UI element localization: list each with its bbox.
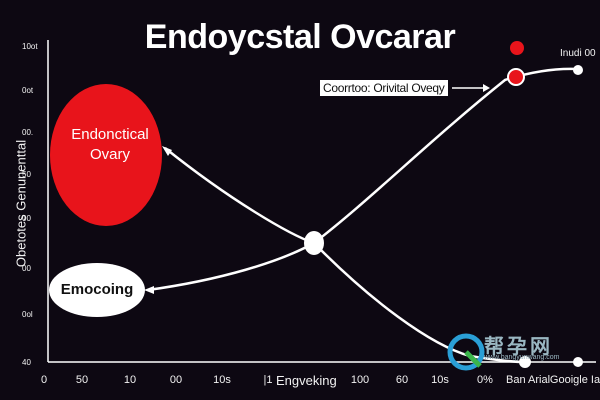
x-tick: 100 [350,374,370,386]
white-bottom-point-2 [573,357,583,367]
watermark-logo-tail-icon [464,350,482,368]
red-ellipse-node [50,84,162,226]
x-tick: 00 [169,374,183,386]
x-tick: |1 [263,374,273,386]
watermark-logo-icon [447,333,485,371]
y-tick: 0ot [22,86,34,95]
white-bottom-point-1 [519,356,531,368]
y-tick: 00 [22,264,31,273]
x-tick: 10 [123,374,137,386]
white-node-label: Emocoing [60,281,134,298]
bottom-right-label: Ban Arial [505,374,551,386]
y-tick: 40 [22,358,31,367]
y-tick: 00. [22,128,34,137]
y-tick: 50 [22,170,31,179]
red-top-point [510,41,524,55]
x-tick: 10s [431,374,449,386]
x-tick: 10s [213,374,231,386]
intersection-point [304,231,324,255]
bottom-right-label: Gooigle Ia [549,374,600,386]
y-axis-label: Obetotes Genunenttal [13,139,29,268]
callout-label: Coorrtoo: Orivital Oveqy [320,80,448,96]
x-tick: 60 [395,374,409,386]
white-ellipse-node [49,263,145,317]
y-tick: 00 [22,214,31,223]
x-tick: 0% [477,374,493,386]
rising-curve [164,67,579,245]
falling-curve [147,241,526,364]
y-tick: 0ol [22,310,33,319]
x-axis-label: Engveking [276,373,337,388]
watermark-text: 帮孕网 [484,336,553,358]
y-tick: 10ot [22,42,38,51]
watermark: 帮孕网 www.bangyunwang.com [448,330,590,370]
red-node-label: Endonctical Ovary [71,126,149,163]
top-right-label: Inudi 00 [560,48,596,59]
arrowhead-left-upper [162,146,172,156]
callout-arrow-head [483,84,490,92]
white-end-point [573,65,583,75]
red-curve-point [507,68,525,86]
x-tick: 50 [75,374,89,386]
diagram-title: Endoycstal Ovcarar [144,18,456,56]
watermark-subtext: www.bangyunwang.com [484,354,560,361]
x-tick: 0 [40,374,48,386]
arrowhead-left-lower [144,286,154,294]
